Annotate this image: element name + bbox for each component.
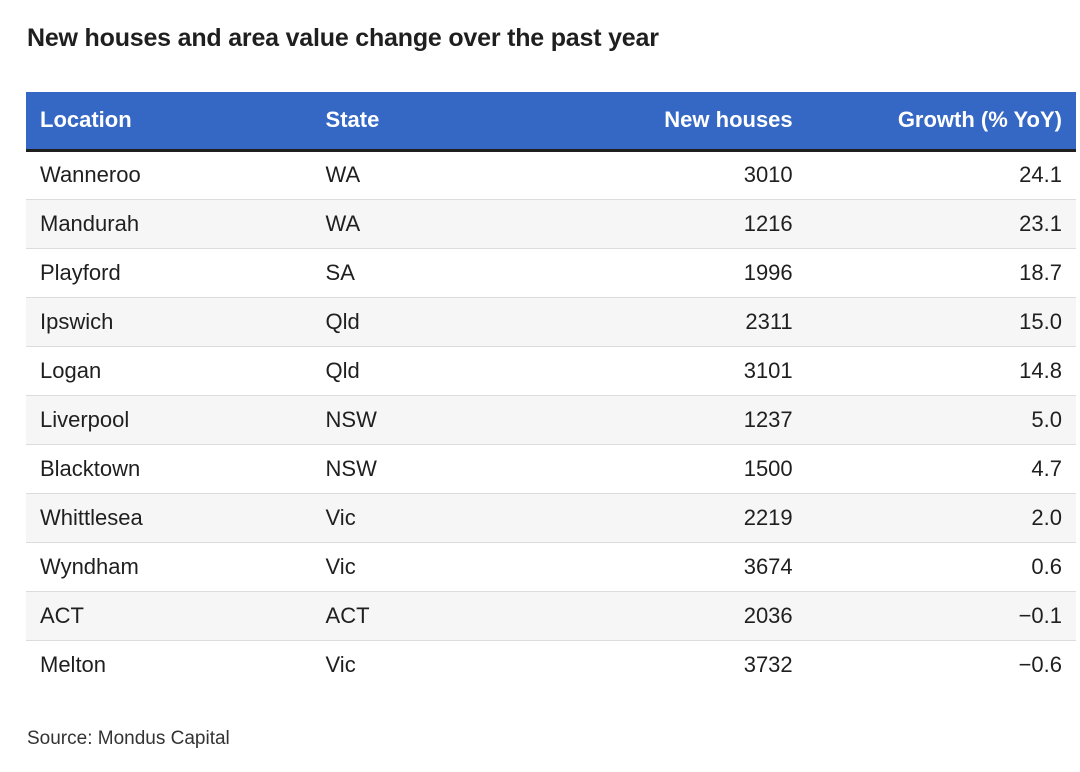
cell-location: Wanneroo (26, 150, 312, 200)
cell-growth: −0.6 (1018, 651, 1062, 677)
cell-location: Melton (40, 651, 107, 677)
cell-growth: 24.1 (806, 150, 1076, 200)
cell-growth: 15.0 (806, 297, 1076, 347)
table-row: Ipswich Qld 2311 15.0 (26, 297, 1076, 347)
table-row: Melton Vic 3732 −0.6 (26, 640, 1076, 689)
cell-state: Qld (311, 297, 553, 347)
cell-growth: 23.1 (806, 199, 1076, 249)
cell-state: ACT (311, 591, 553, 641)
table-row: Whittlesea Vic 2219 2.0 (26, 493, 1076, 543)
table-row: Wyndham Vic 3674 0.6 (26, 542, 1076, 592)
cell-growth: 18.7 (806, 248, 1076, 298)
chart-title: New houses and area value change over th… (27, 24, 659, 52)
cell-new-houses: 2036 (552, 591, 807, 641)
cell-new-houses: 1237 (552, 395, 807, 445)
column-header-new-houses: New houses (552, 92, 807, 152)
cell-new-houses: 3732 (743, 651, 793, 677)
source-note: Source: Mondus Capital (27, 728, 230, 749)
column-header-location: Location (26, 92, 312, 152)
cell-new-houses: 3010 (552, 150, 807, 200)
cell-growth: −0.1 (806, 591, 1076, 641)
cell-location: Wyndham (26, 542, 312, 592)
table-row: Wanneroo WA 3010 24.1 (26, 150, 1076, 200)
table-header-row: Location State New houses Growth (% YoY) (26, 92, 1076, 152)
cell-state: Vic (311, 542, 553, 592)
table-row: Playford SA 1996 18.7 (26, 248, 1076, 298)
cell-new-houses: 2219 (552, 493, 807, 543)
table-body: Wanneroo WA 3010 24.1 Mandurah WA 1216 23.1 Play… (26, 150, 1076, 689)
cell-location: Liverpool (26, 395, 312, 445)
cell-location: Mandurah (26, 199, 312, 249)
cell-new-houses: 1996 (552, 248, 807, 298)
cell-growth: 0.6 (806, 542, 1076, 592)
table-row: Logan Qld 3101 14.8 (26, 346, 1076, 396)
cell-growth: 14.8 (806, 346, 1076, 396)
cell-state: WA (311, 199, 553, 249)
cell-state: NSW (311, 444, 553, 494)
cell-location: Whittlesea (26, 493, 312, 543)
cell-growth: 2.0 (806, 493, 1076, 543)
cell-new-houses: 2311 (552, 297, 807, 347)
cell-location: Ipswich (26, 297, 312, 347)
cell-new-houses: 3674 (552, 542, 807, 592)
cell-state: NSW (311, 395, 553, 445)
cell-growth: 5.0 (806, 395, 1076, 445)
table-row: ACT ACT 2036 −0.1 (26, 591, 1076, 641)
cell-growth: 4.7 (806, 444, 1076, 494)
cell-location: ACT (26, 591, 312, 641)
cell-new-houses: 1500 (552, 444, 807, 494)
cell-state: Vic (311, 493, 553, 543)
cell-state: Qld (311, 346, 553, 396)
cell-state: WA (311, 150, 553, 200)
column-header-state: State (311, 92, 553, 152)
cell-state: Vic (325, 651, 356, 677)
table-row: Blacktown NSW 1500 4.7 (26, 444, 1076, 494)
cell-location: Logan (26, 346, 312, 396)
cell-location: Playford (26, 248, 312, 298)
cell-new-houses: 1216 (552, 199, 807, 249)
cell-location: Blacktown (26, 444, 312, 494)
cell-state: SA (311, 248, 553, 298)
data-table: Location State New houses Growth (% YoY)… (26, 92, 1076, 689)
table-row: Mandurah WA 1216 23.1 (26, 199, 1076, 249)
table-row: Liverpool NSW 1237 5.0 (26, 395, 1076, 445)
column-header-growth: Growth (% YoY) (806, 92, 1076, 152)
cell-new-houses: 3101 (552, 346, 807, 396)
